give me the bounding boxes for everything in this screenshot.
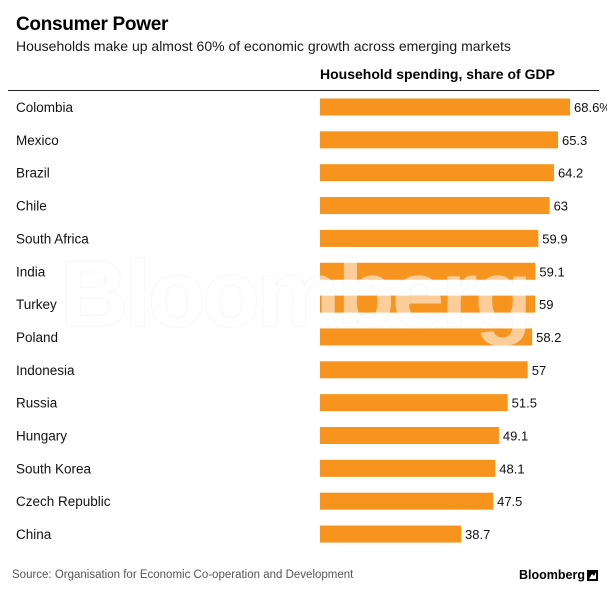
value-label: 65.3 — [562, 133, 587, 148]
category-label: Turkey — [16, 297, 57, 312]
value-label: 63 — [554, 199, 568, 214]
value-label: 49.1 — [503, 429, 528, 444]
value-label: 58.2 — [536, 330, 561, 345]
chart-title: Consumer Power — [16, 14, 169, 35]
bar — [320, 459, 496, 477]
bar — [320, 197, 550, 215]
category-label: South Korea — [16, 461, 92, 476]
column-header: Household spending, share of GDP — [320, 66, 555, 82]
brand-logo: Bloomberg — [519, 568, 585, 582]
bar — [320, 164, 554, 182]
bar — [320, 295, 536, 313]
value-label: 47.5 — [497, 494, 522, 509]
category-label: Mexico — [16, 133, 59, 148]
source-note: Source: Organisation for Economic Co-ope… — [12, 569, 354, 581]
category-label: Russia — [16, 396, 58, 411]
category-label: Czech Republic — [16, 494, 111, 509]
value-label: 59 — [539, 297, 553, 312]
category-label: Hungary — [16, 429, 67, 444]
value-label: 59.1 — [539, 264, 564, 279]
category-label: Poland — [16, 330, 58, 345]
chart-subtitle: Households make up almost 60% of economi… — [16, 38, 511, 54]
value-label: 48.1 — [499, 461, 524, 476]
bar — [320, 98, 570, 116]
value-label: 57 — [532, 363, 546, 378]
bar — [320, 394, 508, 412]
bar — [320, 229, 539, 247]
value-label: 64.2 — [558, 166, 583, 181]
category-label: Colombia — [16, 100, 74, 115]
category-label: South Africa — [16, 231, 89, 246]
bar — [320, 262, 536, 280]
bar — [320, 361, 528, 379]
bloomberg-mark-icon — [587, 570, 598, 581]
value-label: 59.9 — [542, 231, 567, 246]
category-label: Chile — [16, 199, 47, 214]
category-label: China — [16, 527, 52, 542]
category-label: India — [16, 264, 46, 279]
header-rule — [8, 90, 599, 91]
bar — [320, 525, 462, 543]
bar — [320, 427, 499, 444]
category-label: Indonesia — [16, 363, 75, 378]
category-label: Brazil — [16, 166, 50, 181]
bar — [320, 131, 558, 149]
value-label: 38.7 — [465, 527, 490, 542]
value-label: 51.5 — [512, 396, 537, 411]
bar — [320, 492, 494, 510]
value-label: 68.6% — [574, 100, 607, 115]
bar — [320, 328, 533, 346]
